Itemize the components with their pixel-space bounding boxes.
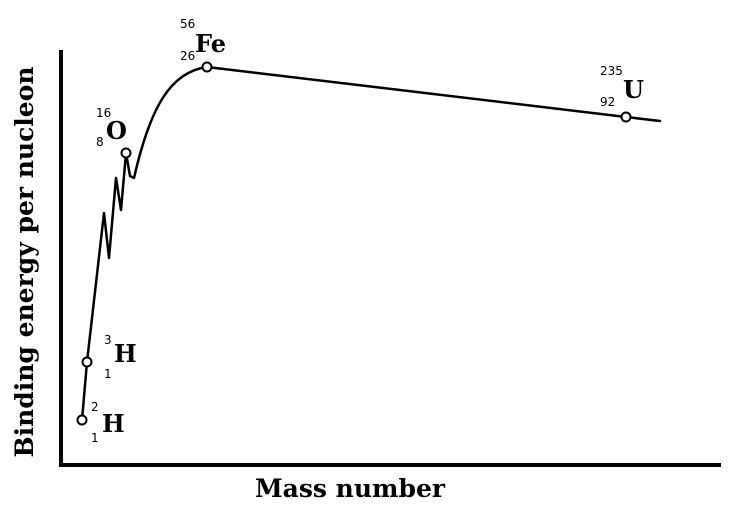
h3-point [81,356,93,368]
h2-atomic-number: 1 [91,431,99,445]
h2-point [76,414,88,426]
u235-symbol: U [623,75,644,104]
h3-symbol: H [114,339,137,368]
u235-mass-number: 235 [600,64,623,78]
y-axis-label: Binding energy per nucleon [10,66,39,457]
o16-symbol: O [106,116,127,145]
u235-point [620,111,632,123]
fe56-symbol: Fe [195,29,226,58]
x-axis-label: Mass number [255,474,446,503]
h2-mass-number: 2 [91,400,99,414]
u235-atomic-number: 92 [600,95,615,109]
o16-point [120,147,132,159]
h2-symbol: H [102,409,125,438]
fe56-atomic-number: 26 [180,49,195,63]
o16-mass-number: 16 [96,106,111,120]
o16-atomic-number: 8 [96,135,104,149]
fe56-point [201,61,213,73]
binding-energy-curve [80,65,662,422]
h3-atomic-number: 1 [104,367,112,381]
h3-mass-number: 3 [104,333,112,347]
fe56-mass-number: 56 [180,17,195,31]
